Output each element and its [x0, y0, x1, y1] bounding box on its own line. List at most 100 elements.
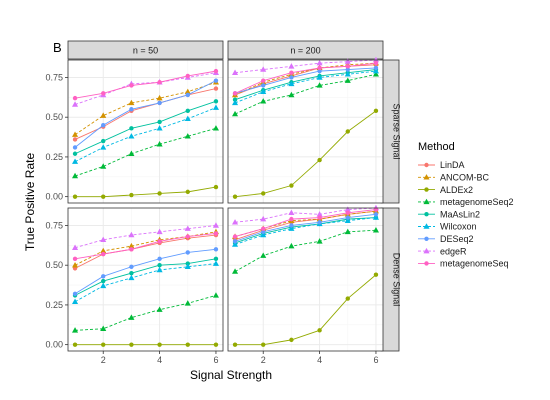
data-point [129, 192, 134, 198]
series-line [75, 294, 217, 331]
legend-label: edgeR [440, 246, 467, 256]
series-deseq2 [72, 78, 219, 150]
data-point [156, 125, 163, 131]
data-point [212, 125, 219, 131]
data-point [316, 74, 323, 80]
series-line [234, 62, 377, 94]
series-aldex2 [72, 184, 219, 199]
legend-key-marker [423, 247, 430, 254]
data-point [232, 219, 239, 225]
data-point [72, 172, 79, 179]
panel-border [227, 207, 384, 352]
data-point [128, 314, 135, 320]
legend-item-maaslin2: MaAsLin2 [418, 209, 480, 219]
data-point [213, 256, 219, 262]
data-point [184, 300, 191, 306]
data-point [129, 342, 134, 347]
data-point [289, 75, 294, 80]
y-tick-label: 0.25 [45, 152, 63, 162]
y-tick-label: 0.00 [45, 192, 63, 202]
legend-key-marker [424, 261, 429, 266]
data-point [157, 239, 162, 244]
panel-background [68, 208, 223, 351]
data-point [213, 86, 219, 91]
data-point [185, 342, 190, 347]
data-point [260, 88, 267, 95]
series-metagenomeseq2 [72, 292, 219, 333]
x-tick-label: 4 [317, 355, 322, 365]
data-point [101, 138, 106, 144]
panel-sparse-signal-n-50: 0.00 0.25 0.50 0.75 [45, 59, 224, 204]
panel-background [228, 208, 383, 351]
data-point [345, 296, 350, 301]
data-point [261, 342, 266, 347]
data-point [157, 100, 162, 106]
data-point [129, 264, 134, 269]
data-point [156, 94, 163, 101]
series-line [234, 217, 377, 245]
data-point [156, 306, 163, 312]
data-point [101, 278, 106, 284]
data-point [289, 216, 294, 222]
series-line [74, 127, 217, 177]
data-point [72, 95, 78, 101]
series-line [74, 100, 217, 155]
series-line [234, 217, 376, 244]
legend-key-marker [423, 223, 430, 229]
data-point [212, 104, 219, 110]
panel-sparse-signal-n-200 [227, 56, 384, 204]
data-point [100, 112, 107, 118]
data-point [316, 82, 323, 88]
data-point [232, 268, 239, 274]
data-point [184, 263, 191, 270]
data-point [213, 231, 219, 236]
series-line [74, 232, 217, 260]
data-point [260, 252, 267, 258]
data-point [373, 60, 379, 66]
strip-sparse-signal: Sparse Signal [380, 59, 402, 204]
series-aldex2 [232, 272, 379, 347]
data-point [344, 58, 351, 64]
data-point [185, 189, 190, 195]
x-tick-label: 2 [261, 355, 266, 365]
legend-label: ANCOM-BC [440, 173, 489, 183]
series-line [234, 70, 377, 104]
strip-label: Dense Signal [392, 253, 402, 307]
data-point [289, 183, 294, 188]
data-point [72, 342, 78, 347]
data-point [345, 129, 350, 134]
series-wilcoxon [232, 67, 379, 106]
data-point [101, 91, 106, 96]
legend-label: ALDEx2 [440, 185, 473, 195]
data-point [232, 69, 239, 75]
data-point [100, 247, 107, 254]
series-line [234, 229, 376, 272]
y-tick-label: 0.75 [45, 72, 63, 82]
data-point [212, 260, 219, 266]
data-point [72, 244, 79, 250]
series-deseq2 [232, 212, 379, 244]
data-point [100, 163, 107, 169]
series-metagenomeseq2 [72, 125, 219, 179]
figure-panel-letter: B [53, 40, 62, 55]
data-point [345, 210, 350, 215]
legend-item-ancom-bc: ANCOM-BC [418, 173, 489, 183]
data-point [288, 209, 295, 216]
data-point [157, 263, 162, 268]
legend-title: Method [418, 141, 455, 153]
data-point [373, 108, 379, 114]
data-point [185, 234, 190, 239]
data-point [344, 206, 351, 212]
data-point [288, 63, 295, 69]
data-point [128, 99, 135, 106]
data-point [316, 238, 323, 244]
data-point [101, 251, 106, 257]
series-metagenomeseq [232, 60, 379, 96]
strip-n-200: n = 200 [227, 40, 384, 60]
legend-items: LinDA ANCOM-BC ALDEx2 metagenomeSeq2 MaAsLin… [418, 160, 514, 269]
data-point [72, 137, 78, 142]
series-metagenomeseq [72, 68, 219, 101]
data-point [213, 68, 219, 74]
series-line [74, 234, 217, 269]
data-point [129, 247, 134, 252]
